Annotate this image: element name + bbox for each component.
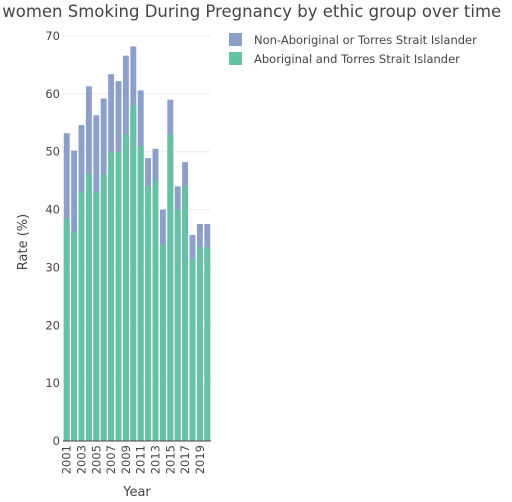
- legend-swatch: [229, 52, 242, 65]
- bar[interactable]: [115, 151, 122, 441]
- bar[interactable]: [189, 258, 196, 441]
- bar[interactable]: [63, 218, 70, 441]
- bar[interactable]: [130, 105, 137, 441]
- y-tick-label: 20: [45, 318, 60, 332]
- bar[interactable]: [122, 134, 129, 441]
- y-tick-label: 40: [45, 203, 60, 217]
- legend-item[interactable]: Aboriginal and Torres Strait Islander: [229, 52, 460, 66]
- bar[interactable]: [196, 247, 203, 441]
- x-tick-label: 2009: [119, 445, 133, 474]
- x-axis-title: Year: [122, 485, 151, 500]
- x-tick-label: 2005: [89, 445, 103, 474]
- legend-label: Non-Aboriginal or Torres Strait Islander: [254, 33, 477, 47]
- grid: [63, 35, 211, 384]
- bar[interactable]: [85, 173, 92, 441]
- y-tick-labels: 0 10 20 30 40 50 60 70: [45, 29, 60, 448]
- bar[interactable]: [204, 247, 211, 441]
- bar[interactable]: [159, 244, 166, 441]
- chart-title: Rate of women Smoking During Pregnancy b…: [0, 2, 501, 21]
- x-tick-label: 2019: [193, 445, 207, 474]
- bar[interactable]: [174, 209, 181, 441]
- series-1: [63, 105, 211, 441]
- bar[interactable]: [108, 151, 115, 441]
- y-tick-label: 60: [45, 87, 60, 101]
- bar[interactable]: [71, 232, 78, 441]
- legend-label: Aboriginal and Torres Strait Islander: [254, 52, 460, 66]
- x-tick-label: 2003: [75, 445, 89, 474]
- bar[interactable]: [145, 186, 152, 441]
- legend[interactable]: Non-Aboriginal or Torres Strait Islander…: [229, 33, 477, 66]
- y-tick-label: 10: [45, 376, 60, 390]
- y-tick-label: 30: [45, 260, 60, 274]
- bar[interactable]: [152, 180, 159, 441]
- x-tick-label: 2015: [163, 445, 177, 474]
- bar[interactable]: [137, 145, 144, 441]
- x-tick-label: 2013: [149, 445, 163, 474]
- x-tick-label: 2007: [104, 445, 118, 474]
- series-0: [63, 46, 211, 442]
- y-tick-label: 50: [45, 145, 60, 159]
- legend-item[interactable]: Non-Aboriginal or Torres Strait Islander: [229, 33, 477, 47]
- y-axis-title: Rate (%): [16, 214, 31, 270]
- bars: [63, 46, 211, 442]
- y-tick-label: 70: [45, 29, 60, 43]
- bar[interactable]: [167, 134, 174, 441]
- bar[interactable]: [78, 192, 85, 441]
- y-tick-label: 0: [53, 434, 60, 448]
- bar[interactable]: [182, 186, 189, 441]
- bar[interactable]: [93, 192, 100, 441]
- x-tick-label: 2001: [60, 445, 74, 474]
- bar[interactable]: [100, 174, 107, 441]
- x-tick-label: 2017: [178, 445, 192, 474]
- x-tick-label: 2011: [134, 445, 148, 474]
- legend-swatch: [229, 33, 242, 46]
- x-tick-labels: 2001 2003 2005 2007 2009 2011 2013 2015 2017 2019: [60, 445, 207, 474]
